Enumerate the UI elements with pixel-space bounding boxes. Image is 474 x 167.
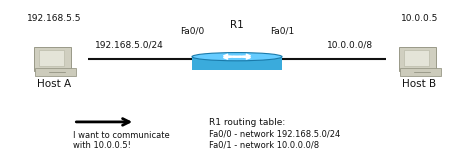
FancyBboxPatch shape [39,50,64,66]
Text: I want to communicate
with 10.0.0.5!: I want to communicate with 10.0.0.5! [73,131,170,150]
Text: 192.168.5.0/24: 192.168.5.0/24 [95,40,164,49]
FancyBboxPatch shape [192,57,282,70]
Text: Fa0/1: Fa0/1 [270,26,294,35]
Text: R1 routing table:: R1 routing table: [209,118,285,127]
FancyBboxPatch shape [34,47,71,71]
FancyBboxPatch shape [399,47,436,71]
Text: Host B: Host B [402,78,437,89]
FancyBboxPatch shape [400,68,441,76]
Text: 10.0.0.0/8: 10.0.0.0/8 [327,40,373,49]
Ellipse shape [192,53,282,61]
Text: Fa0/0 - network 192.168.5.0/24: Fa0/0 - network 192.168.5.0/24 [209,129,340,138]
Text: Fa0/0: Fa0/0 [180,26,204,35]
FancyBboxPatch shape [35,68,76,76]
Text: Fa0/1 - network 10.0.0.0/8: Fa0/1 - network 10.0.0.0/8 [209,140,319,149]
Text: 10.0.0.5: 10.0.0.5 [401,14,438,23]
FancyBboxPatch shape [404,50,429,66]
Text: R1: R1 [230,20,244,30]
Text: 192.168.5.5: 192.168.5.5 [27,14,82,23]
Text: Host A: Host A [37,78,72,89]
Ellipse shape [192,58,282,66]
